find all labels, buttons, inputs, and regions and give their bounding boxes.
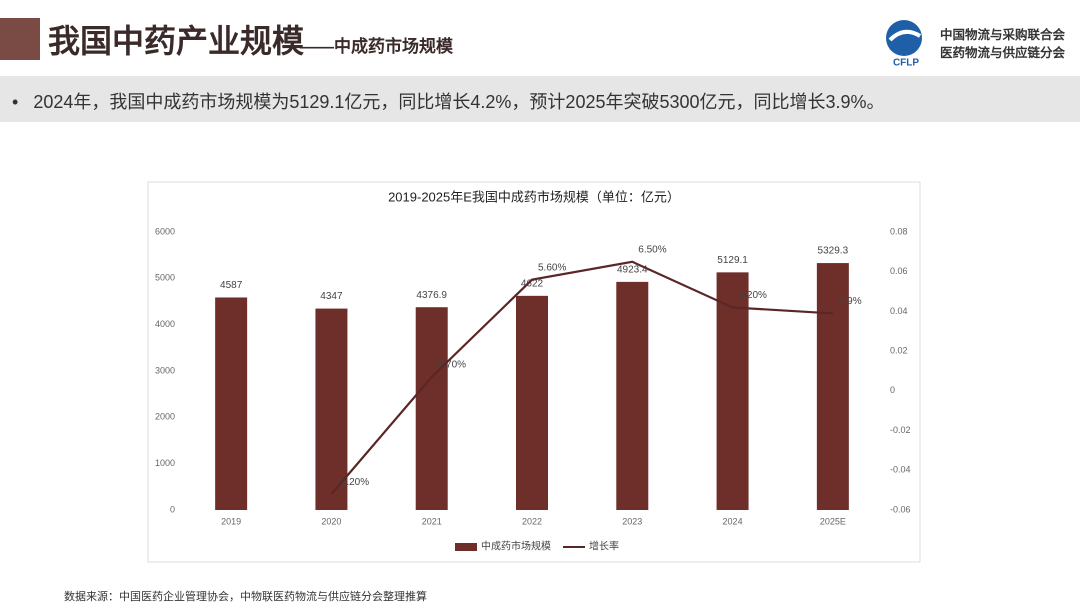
x-tick-label: 2025E — [820, 516, 846, 526]
legend-swatch — [455, 543, 477, 551]
bar-label: 4923.4 — [617, 265, 648, 276]
x-tick-label: 2021 — [422, 516, 442, 526]
legend-label: 中成药市场规模 — [481, 540, 551, 553]
bar-label: 4587 — [220, 280, 243, 291]
line-label: 4.20% — [739, 290, 767, 301]
bar-label: 5129.1 — [717, 255, 748, 266]
bar — [616, 281, 649, 510]
line — [330, 260, 833, 495]
bar — [315, 308, 348, 510]
title: 我国中药产业规模 — [48, 23, 305, 59]
y-tick-label: 1000 — [155, 458, 175, 468]
y2-tick-label: 0.02 — [890, 346, 908, 356]
line-label: -5.20% — [337, 477, 369, 488]
bullet-band — [0, 76, 1080, 122]
x-tick-label: 2019 — [221, 516, 241, 526]
line-label: 0.70% — [438, 360, 466, 371]
y-tick-label: 3000 — [155, 365, 175, 375]
logo-text: CFLP — [893, 58, 919, 69]
legend-label: 增长率 — [589, 540, 619, 553]
y-tick-label: 5000 — [155, 273, 175, 283]
bullet-text: 2024年，我国中成药市场规模为5129.1亿元，同比增长4.2%，预计2025… — [33, 92, 885, 112]
bar-label: 5329.3 — [818, 246, 849, 257]
line-label: 3.9% — [839, 296, 862, 307]
line-label: 5.60% — [538, 262, 566, 273]
bar — [215, 297, 248, 510]
y-tick-label: 2000 — [155, 412, 175, 422]
x-tick-label: 2024 — [723, 516, 743, 526]
logo: CFLP — [886, 20, 922, 69]
bar — [716, 272, 749, 510]
y-tick-label: 4000 — [155, 319, 175, 329]
org-name: 中国物流与采购联合会 — [940, 28, 1066, 42]
org-name: 医药物流与供应链分会 — [940, 46, 1066, 60]
y2-tick-label: 0 — [890, 385, 895, 395]
line-label: 6.50% — [638, 244, 666, 255]
y-tick-label: 0 — [170, 504, 175, 514]
y-tick-label: 6000 — [155, 226, 175, 236]
x-tick-label: 2023 — [622, 516, 642, 526]
y2-tick-label: 0.06 — [890, 266, 908, 276]
y2-tick-label: 0.08 — [890, 226, 908, 236]
y2-tick-label: 0.04 — [890, 306, 908, 316]
y2-tick-label: -0.02 — [890, 425, 911, 435]
chart-title: 2019-2025年E我国中成药市场规模（单位：亿元） — [388, 189, 680, 204]
source: 数据来源：中国医药企业管理协会，中物联医药物流与供应链分会整理推算 — [64, 591, 427, 603]
bar — [516, 295, 548, 510]
bullet: • 2024年，我国中成药市场规模为5129.1亿元，同比增长4.2%，预计20… — [12, 92, 885, 112]
bar-label: 4622 — [521, 278, 544, 289]
bar — [415, 307, 448, 510]
bar-label: 4376.9 — [416, 290, 447, 301]
y2-tick-label: -0.06 — [890, 504, 911, 514]
x-tick-label: 2020 — [321, 516, 341, 526]
subtitle: ——中成药市场规模 — [300, 37, 453, 56]
header-block — [0, 18, 40, 60]
x-tick-label: 2022 — [522, 516, 542, 526]
bar — [816, 263, 849, 510]
y2-tick-label: -0.04 — [890, 465, 911, 475]
bar-label: 4347 — [320, 291, 343, 302]
